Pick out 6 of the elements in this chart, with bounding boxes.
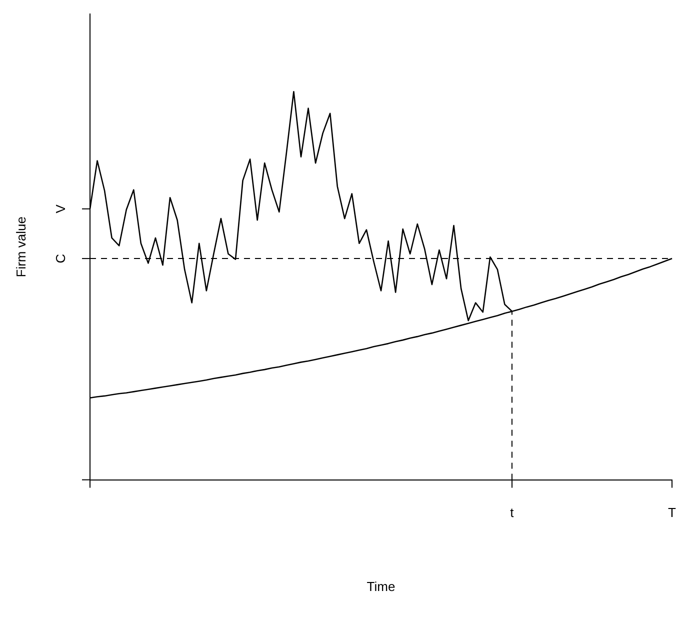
ref-line-label: C bbox=[53, 254, 68, 264]
x-axis-title: Time bbox=[366, 578, 396, 594]
x-tick-label: T bbox=[668, 505, 676, 520]
x-tick-label: t bbox=[510, 505, 514, 520]
text: V bbox=[53, 204, 68, 214]
y-axis-title: Firm value bbox=[13, 216, 28, 278]
